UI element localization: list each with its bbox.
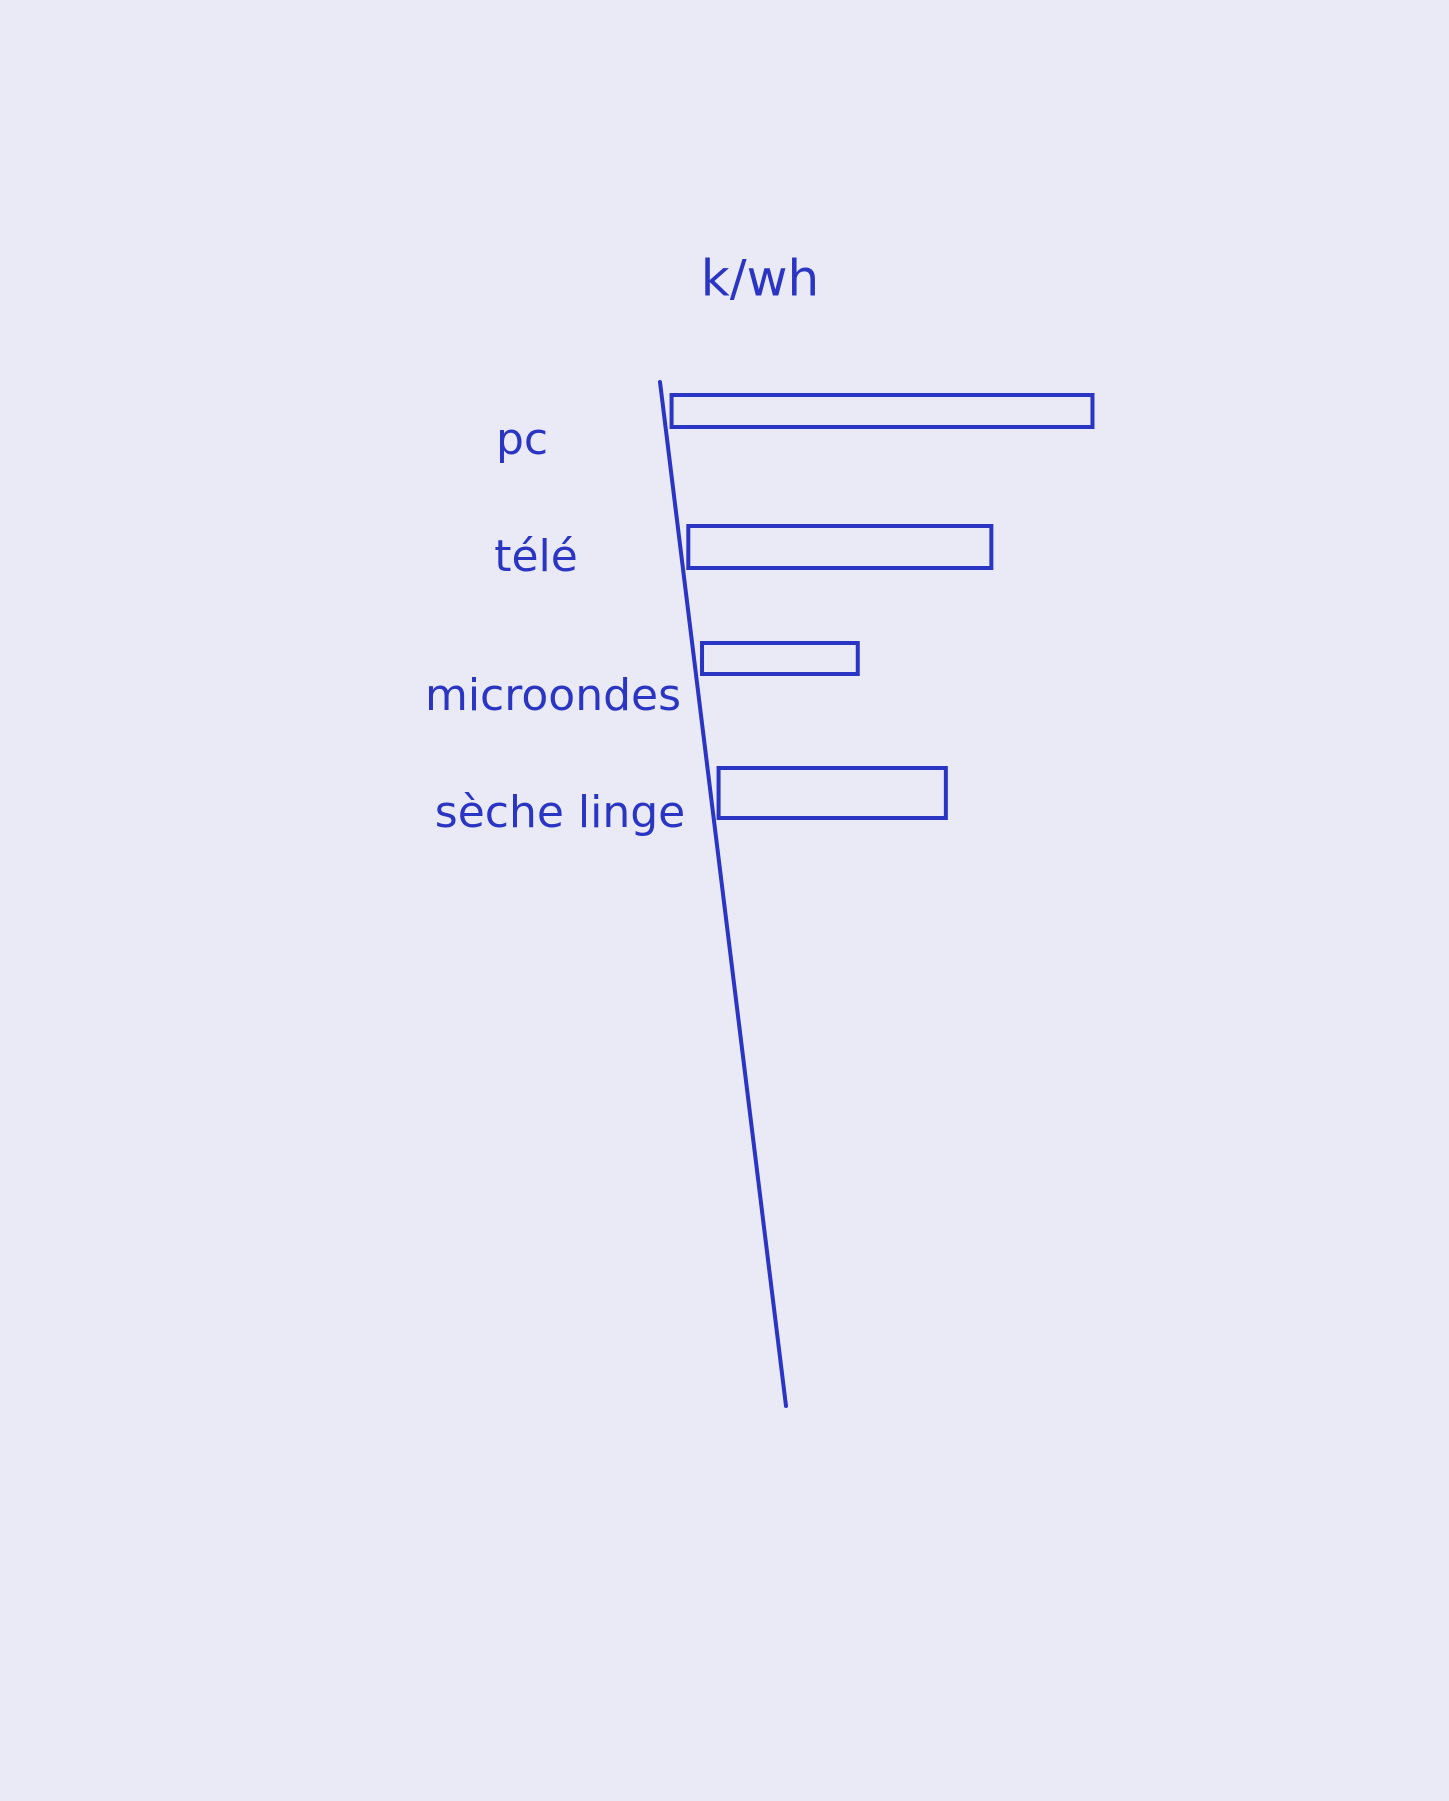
- bar: [700, 641, 860, 676]
- y-tick-label: sèche linge: [435, 787, 685, 838]
- y-tick-label: pc: [496, 414, 548, 465]
- axis-line: [658, 380, 788, 1408]
- bar: [716, 766, 948, 820]
- y-tick-label: télé: [494, 531, 578, 582]
- chart-title: k/wh: [701, 250, 819, 308]
- bar: [669, 393, 1095, 429]
- y-tick-label: microondes: [425, 670, 681, 721]
- bar: [686, 524, 994, 570]
